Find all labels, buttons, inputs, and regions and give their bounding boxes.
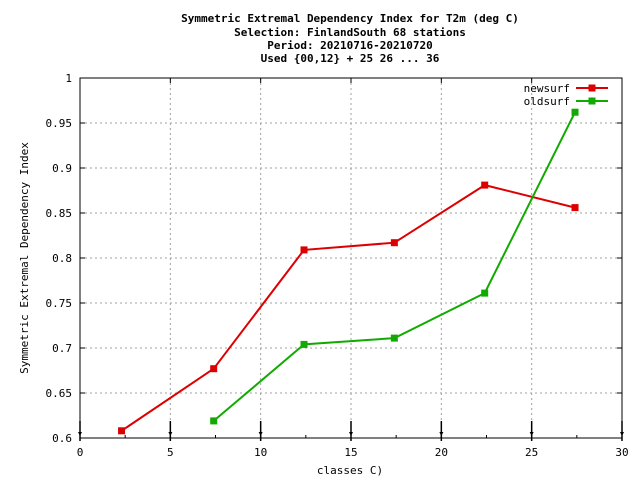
title-line-4: Used {00,12} + 25 26 ... 36 <box>261 52 440 65</box>
data-point-newsurf <box>481 181 489 189</box>
series-oldsurf <box>210 108 579 425</box>
x-tick-label: 25 <box>525 446 538 459</box>
series-layer <box>118 108 579 435</box>
x-tick-label: 30 <box>615 446 628 459</box>
data-point-newsurf <box>571 204 579 212</box>
baseline-marker-arrow <box>168 432 173 436</box>
data-point-newsurf <box>118 427 126 435</box>
y-tick-label: 0.9 <box>52 162 72 175</box>
chart-title: Symmetric Extremal Dependency Index for … <box>181 12 519 65</box>
y-tick-label: 0.6 <box>52 432 72 445</box>
data-point-newsurf <box>300 246 308 254</box>
baseline-marker-arrow <box>439 432 444 436</box>
baseline-marker-arrow <box>529 432 534 436</box>
baseline-marker-arrow <box>258 432 263 436</box>
x-tick-label: 5 <box>167 446 174 459</box>
baseline-marker-arrow <box>349 432 353 436</box>
y-tick-label: 0.95 <box>46 117 73 130</box>
data-point-oldsurf <box>390 334 398 342</box>
title-line-1: Symmetric Extremal Dependency Index for … <box>181 12 519 25</box>
series-line-newsurf <box>120 184 576 432</box>
x-tick-label: 0 <box>77 446 84 459</box>
y-tick-label: 0.7 <box>52 342 72 355</box>
y-axis-label: Symmetric Extremal Dependency Index <box>18 142 31 374</box>
legend-label-oldsurf: oldsurf <box>524 95 570 108</box>
legend-label-newsurf: newsurf <box>524 82 570 95</box>
data-point-oldsurf <box>210 417 218 425</box>
baseline-marker-arrow <box>620 432 624 436</box>
data-point-newsurf <box>390 239 398 247</box>
x-axis-label: classes C) <box>317 464 383 477</box>
grid-lines <box>80 78 622 438</box>
title-line-2: Selection: FinlandSouth 68 stations <box>234 26 466 39</box>
x-tick-label: 10 <box>254 446 267 459</box>
data-point-oldsurf <box>481 289 489 297</box>
legend-marker-newsurf <box>588 84 596 92</box>
series-line-oldsurf <box>213 111 576 422</box>
series-newsurf <box>118 181 579 435</box>
data-point-oldsurf <box>300 340 308 348</box>
x-tick-label: 15 <box>344 446 357 459</box>
data-point-oldsurf <box>571 108 579 116</box>
x-tick-label: 20 <box>435 446 448 459</box>
legend-marker-oldsurf <box>588 97 596 105</box>
data-point-newsurf <box>210 365 218 373</box>
title-line-3: Period: 20210716-20210720 <box>267 39 433 52</box>
y-tick-label: 0.8 <box>52 252 72 265</box>
y-tick-label: 0.75 <box>46 297 73 310</box>
y-tick-label: 0.85 <box>46 207 73 220</box>
y-tick-label: 1 <box>65 72 72 85</box>
y-tick-label: 0.65 <box>46 387 73 400</box>
baseline-marker-arrow <box>78 432 82 436</box>
